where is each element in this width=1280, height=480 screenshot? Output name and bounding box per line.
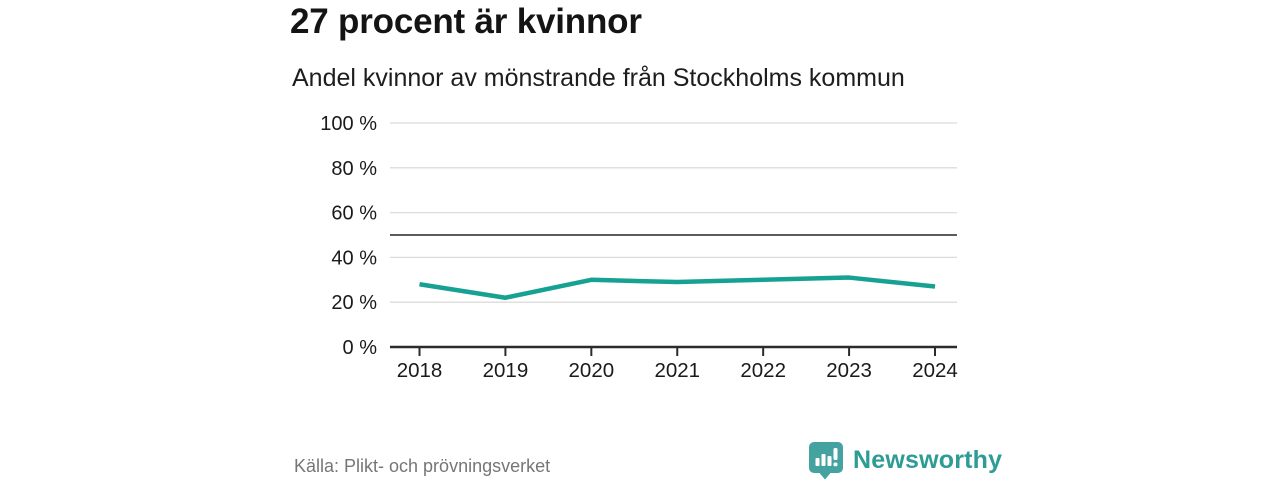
y-tick-label-20: 20 % <box>331 292 377 314</box>
x-tick-label-2023: 2023 <box>826 359 872 382</box>
x-tick-label-2024: 2024 <box>912 359 958 382</box>
y-tick-label-0: 0 % <box>343 337 378 359</box>
x-tick-label-2020: 2020 <box>569 359 615 382</box>
y-tick-label-40: 40 % <box>331 247 377 269</box>
x-tick-label-2021: 2021 <box>654 359 700 382</box>
x-tick-label-2018: 2018 <box>397 359 443 382</box>
logo-bar-2 <box>821 454 826 466</box>
y-tick-label-60: 60 % <box>331 203 377 225</box>
logo-bubble-shape <box>809 442 843 480</box>
y-tick-label-100: 100 % <box>320 113 377 135</box>
line-chart: 0 % 20 % 40 % 60 % 80 % 100 % 2018 2019 2020 2021… <box>320 113 958 382</box>
chart-title: 27 procent är kvinnor <box>290 2 642 41</box>
logo-exclamation-bar <box>833 448 838 460</box>
logo-exclamation-dot <box>833 462 838 467</box>
y-tick-label-80: 80 % <box>331 158 377 180</box>
x-tick-label-2022: 2022 <box>740 359 786 382</box>
newsworthy-logo-icon <box>809 442 843 480</box>
logo-bar-1 <box>815 458 820 466</box>
source-attribution: Källa: Plikt- och prövningsverket <box>294 456 551 476</box>
data-line <box>419 275 936 300</box>
newsworthy-logo: Newsworthy <box>808 441 1002 480</box>
brand-name: Newsworthy <box>853 446 1003 474</box>
logo-bar-3 <box>827 456 832 466</box>
chart-subtitle: Andel kvinnor av mönstrande från Stockho… <box>292 64 905 92</box>
x-tick-label-2019: 2019 <box>483 359 529 382</box>
